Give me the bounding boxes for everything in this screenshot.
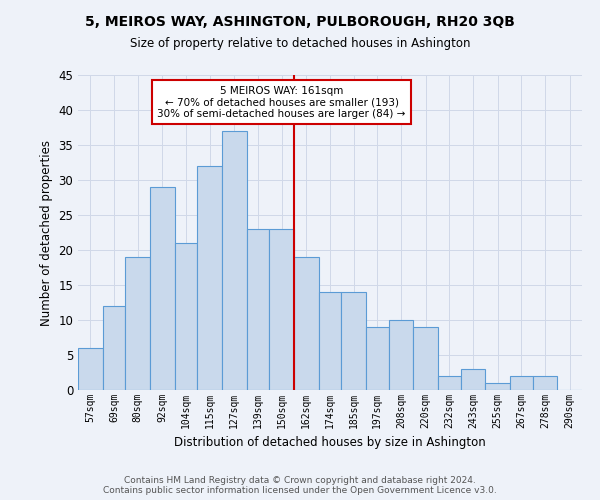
Bar xyxy=(461,369,485,390)
Bar xyxy=(125,257,150,390)
Bar xyxy=(319,292,341,390)
Text: 5 MEIROS WAY: 161sqm
← 70% of detached houses are smaller (193)
30% of semi-deta: 5 MEIROS WAY: 161sqm ← 70% of detached h… xyxy=(157,86,406,118)
Bar xyxy=(341,292,366,390)
Bar xyxy=(485,383,510,390)
Bar xyxy=(175,243,197,390)
Bar xyxy=(150,187,175,390)
Bar xyxy=(413,327,438,390)
Bar xyxy=(78,348,103,390)
Bar xyxy=(510,376,533,390)
Bar xyxy=(269,229,294,390)
Bar xyxy=(247,229,269,390)
Bar xyxy=(533,376,557,390)
Bar xyxy=(197,166,222,390)
Bar xyxy=(438,376,461,390)
Bar xyxy=(366,327,389,390)
Text: 5, MEIROS WAY, ASHINGTON, PULBOROUGH, RH20 3QB: 5, MEIROS WAY, ASHINGTON, PULBOROUGH, RH… xyxy=(85,15,515,29)
Y-axis label: Number of detached properties: Number of detached properties xyxy=(40,140,53,326)
Bar xyxy=(222,131,247,390)
Text: Size of property relative to detached houses in Ashington: Size of property relative to detached ho… xyxy=(130,38,470,51)
Bar xyxy=(294,257,319,390)
X-axis label: Distribution of detached houses by size in Ashington: Distribution of detached houses by size … xyxy=(174,436,486,450)
Bar xyxy=(389,320,413,390)
Bar xyxy=(103,306,125,390)
Text: Contains HM Land Registry data © Crown copyright and database right 2024.
Contai: Contains HM Land Registry data © Crown c… xyxy=(103,476,497,495)
